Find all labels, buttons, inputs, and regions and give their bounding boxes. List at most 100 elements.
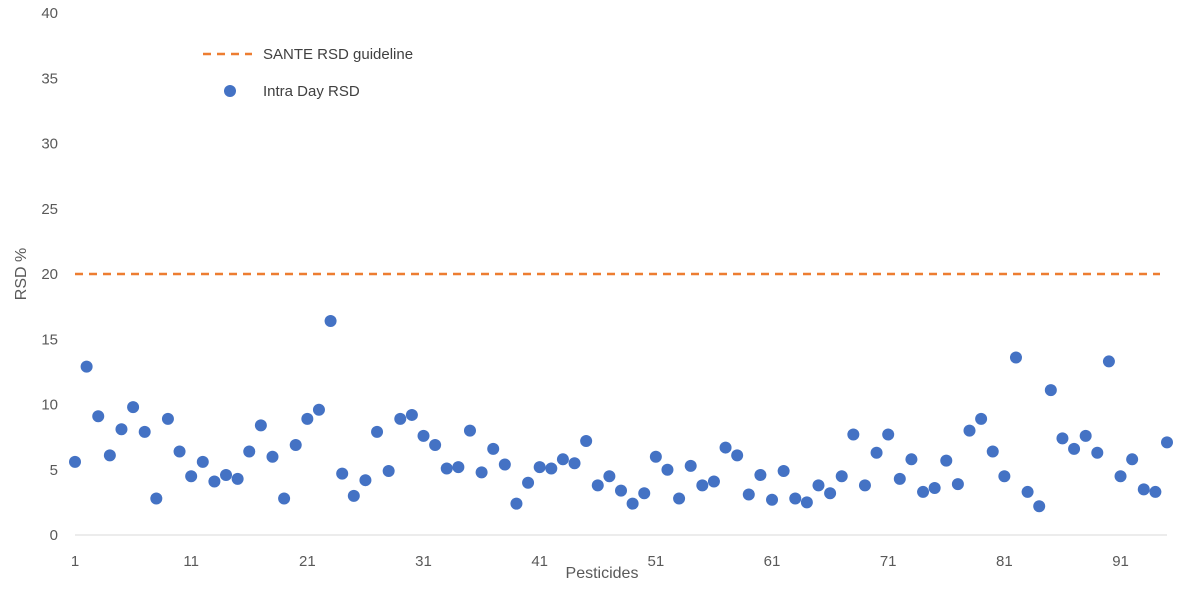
x-tick-label: 41	[531, 553, 548, 570]
data-point	[243, 445, 256, 458]
y-axis-title: RSD %	[13, 248, 30, 300]
data-point	[533, 461, 546, 474]
data-point	[649, 450, 662, 463]
data-point	[1033, 500, 1046, 513]
data-point	[1102, 355, 1115, 368]
y-tick-label: 25	[41, 201, 58, 218]
data-point	[626, 497, 639, 510]
data-point	[1114, 470, 1127, 483]
data-point	[847, 428, 860, 441]
data-point	[998, 470, 1011, 483]
data-point	[789, 492, 802, 505]
y-tick-label: 40	[41, 5, 58, 22]
data-point	[359, 474, 372, 487]
data-point	[858, 479, 871, 492]
data-point	[371, 425, 384, 438]
data-point	[289, 438, 302, 451]
data-point	[975, 412, 988, 425]
data-point	[905, 453, 918, 466]
data-point	[92, 410, 105, 423]
data-point	[80, 360, 93, 373]
data-point	[266, 450, 279, 463]
data-point	[719, 441, 732, 454]
data-point	[696, 479, 709, 492]
data-point	[568, 457, 581, 470]
data-point	[1056, 432, 1069, 445]
data-point	[347, 489, 360, 502]
data-point	[208, 475, 221, 488]
data-point	[254, 419, 267, 432]
data-point	[882, 428, 895, 441]
data-point	[103, 449, 116, 462]
data-point	[742, 488, 755, 501]
data-point	[278, 492, 291, 505]
legend-series-swatch	[224, 85, 236, 97]
data-point	[498, 458, 511, 471]
data-point	[115, 423, 128, 436]
data-point	[556, 453, 569, 466]
y-tick-label: 35	[41, 70, 58, 87]
data-point	[1126, 453, 1139, 466]
data-point	[661, 463, 674, 476]
data-point	[429, 438, 442, 451]
x-tick-label: 61	[764, 553, 781, 570]
data-point	[754, 468, 767, 481]
data-point	[161, 412, 174, 425]
y-tick-label: 10	[41, 397, 58, 414]
y-tick-label: 15	[41, 331, 58, 348]
data-point	[731, 449, 744, 462]
y-axis-ticks: 0 5 10 15 20 25 30 35 40	[41, 5, 58, 544]
data-point	[220, 468, 233, 481]
data-point	[475, 466, 488, 479]
data-point	[917, 485, 930, 498]
data-point	[835, 470, 848, 483]
data-point	[463, 424, 476, 437]
data-point	[603, 470, 616, 483]
data-point	[231, 472, 244, 485]
data-point	[580, 435, 593, 448]
x-tick-label: 21	[299, 553, 316, 570]
data-point	[615, 484, 627, 497]
data-point	[824, 487, 837, 500]
data-point	[150, 492, 163, 505]
data-point	[487, 442, 500, 455]
data-point	[800, 496, 813, 509]
data-point	[1137, 483, 1150, 496]
data-point	[522, 476, 535, 489]
x-tick-label: 11	[183, 553, 199, 570]
data-point	[336, 467, 349, 480]
y-tick-label: 5	[50, 462, 58, 479]
data-point	[870, 446, 883, 459]
data-point	[1009, 351, 1022, 364]
data-point	[940, 454, 953, 467]
data-point	[928, 482, 941, 495]
data-point	[510, 497, 523, 510]
data-point	[405, 408, 418, 421]
y-tick-label: 0	[50, 527, 58, 544]
data-point	[127, 401, 140, 414]
data-point	[893, 472, 906, 485]
data-point	[1091, 446, 1104, 459]
data-point	[394, 412, 407, 425]
data-point	[707, 475, 720, 488]
data-point	[417, 429, 430, 442]
legend: SANTE RSD guideline Intra Day RSD	[203, 46, 413, 100]
data-point	[673, 492, 686, 505]
data-point	[173, 445, 186, 458]
data-point	[69, 455, 81, 468]
x-tick-label: 81	[996, 553, 1013, 570]
data-point	[591, 479, 604, 492]
data-point	[1068, 442, 1081, 455]
data-point	[440, 462, 453, 475]
y-tick-label: 30	[41, 136, 58, 153]
data-point	[766, 493, 779, 506]
x-tick-label: 1	[71, 553, 79, 570]
data-point	[301, 412, 314, 425]
data-point	[138, 425, 151, 438]
data-point	[684, 459, 697, 472]
data-point	[777, 465, 790, 478]
x-tick-label: 31	[415, 553, 432, 570]
data-point	[382, 465, 395, 478]
data-point	[1161, 436, 1173, 449]
